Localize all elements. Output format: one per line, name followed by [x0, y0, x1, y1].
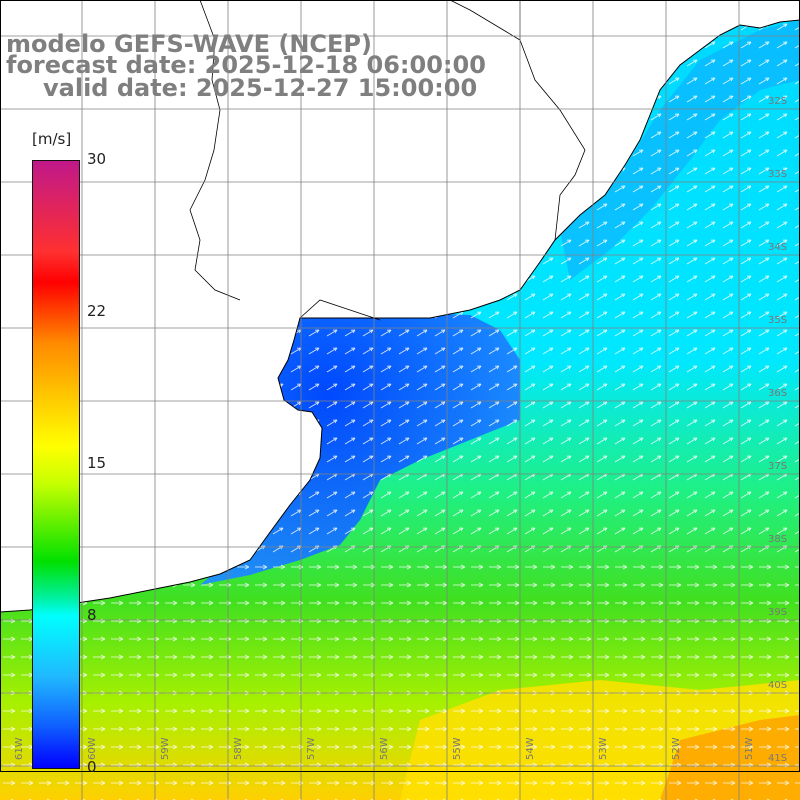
lon-label: 59W [160, 737, 171, 760]
model-title: modelo GEFS-WAVE (NCEP) [6, 30, 372, 58]
colorbar-tick: 15 [87, 454, 107, 472]
lat-label: 41S [768, 753, 787, 764]
lat-label: 34S [768, 242, 787, 253]
colorbar [32, 160, 80, 769]
lat-label: 35S [768, 315, 787, 326]
colorbar-tick: 22 [87, 302, 107, 320]
lat-label: 37S [768, 461, 787, 472]
lon-label: 52W [671, 737, 682, 760]
lat-label: 32S [768, 96, 787, 107]
lon-label: 61W [14, 737, 25, 760]
lon-label: 60W [87, 737, 98, 760]
lat-label: 40S [768, 680, 787, 691]
lon-label: 56W [379, 737, 390, 760]
river-border-line [189, 0, 586, 321]
forecast-date: forecast date: 2025-12-18 06:00:00 [6, 51, 486, 79]
lon-label: 58W [233, 737, 244, 760]
lat-label: 36S [768, 388, 787, 399]
colorbar-tick: 8 [87, 606, 97, 624]
coastline [0, 19, 800, 613]
colorbar-tick: 30 [87, 150, 107, 168]
lat-label: 33S [768, 169, 787, 180]
lon-label: 55W [452, 737, 463, 760]
lon-label: 51W [744, 737, 755, 760]
lat-label: 38S [768, 534, 787, 545]
colorbar-unit: [m/s] [32, 130, 72, 148]
valid-date: valid date: 2025-12-27 15:00:00 [43, 74, 478, 102]
lon-label: 53W [598, 737, 609, 760]
lat-label: 39S [768, 607, 787, 618]
lon-label: 57W [306, 737, 317, 760]
colorbar-tick: 0 [87, 758, 97, 776]
lon-label: 54W [525, 737, 536, 760]
